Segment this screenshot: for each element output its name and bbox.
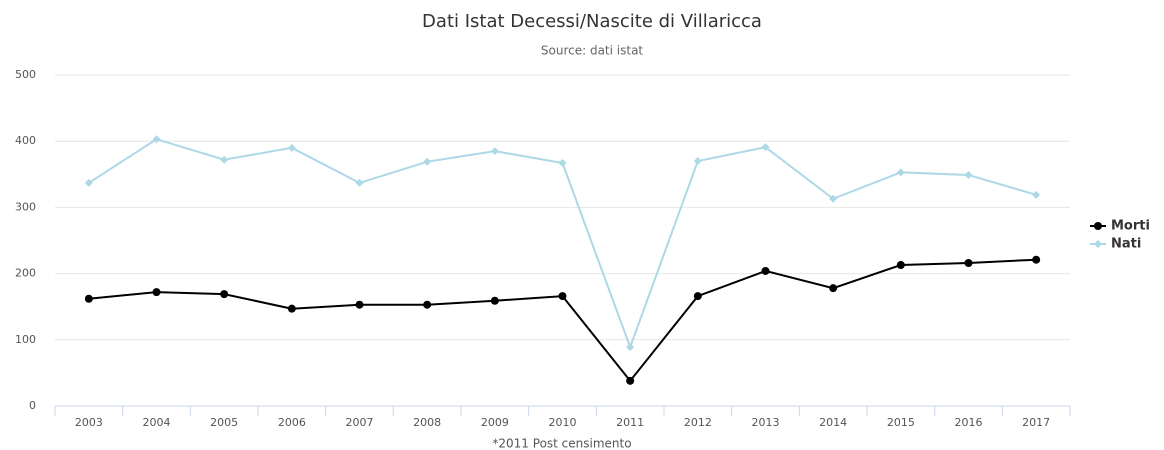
- y-tick-label: 200: [15, 267, 36, 280]
- point: [626, 343, 635, 352]
- point: [84, 294, 93, 303]
- point: [220, 290, 229, 299]
- point: [829, 284, 838, 293]
- point: [220, 155, 229, 164]
- point: [1032, 255, 1041, 264]
- point: [490, 147, 499, 156]
- x-tick-label: 2016: [955, 416, 983, 429]
- y-tick-label: 500: [15, 68, 36, 81]
- x-tick-label: 2017: [1022, 416, 1050, 429]
- point: [152, 288, 161, 297]
- x-tick-label: 2008: [413, 416, 441, 429]
- x-tick-label: 2010: [549, 416, 577, 429]
- point: [964, 259, 973, 268]
- series-line: [88, 138, 1037, 350]
- y-tick-label: 0: [29, 399, 36, 412]
- x-tick-label: 2005: [210, 416, 238, 429]
- point: [558, 292, 567, 301]
- x-tick-label: 2013: [752, 416, 780, 429]
- x-tick-label: 2014: [819, 416, 847, 429]
- point: [896, 168, 905, 177]
- x-tick-label: 2004: [143, 416, 171, 429]
- x-tick-label: 2003: [75, 416, 103, 429]
- point: [490, 296, 499, 305]
- series-line: [88, 258, 1037, 383]
- point: [626, 376, 635, 385]
- point: [287, 304, 296, 313]
- x-axis-label: *2011 Post censimento: [492, 437, 631, 450]
- point: [423, 157, 432, 166]
- point: [693, 292, 702, 301]
- x-tick-label: 2012: [684, 416, 712, 429]
- x-tick-label: 2015: [887, 416, 915, 429]
- point: [1032, 190, 1041, 199]
- point: [84, 178, 93, 187]
- legend-marker: [1094, 240, 1102, 248]
- point: [896, 260, 905, 269]
- legend-label: Morti: [1111, 219, 1150, 234]
- point: [761, 266, 770, 275]
- y-tick-label: 100: [15, 333, 36, 346]
- point: [693, 157, 702, 166]
- chart-subtitle: Source: dati istat: [541, 44, 644, 58]
- y-tick-label: 400: [15, 134, 36, 147]
- legend-marker: [1094, 222, 1102, 230]
- y-tick-label: 300: [15, 200, 36, 213]
- point: [558, 159, 567, 168]
- point: [355, 300, 364, 309]
- point: [287, 143, 296, 152]
- legend-label: Nati: [1111, 237, 1141, 252]
- chart-title: Dati Istat Decessi/Nascite di Villaricca: [422, 11, 762, 32]
- x-tick-label: 2006: [278, 416, 306, 429]
- point: [964, 170, 973, 179]
- point: [355, 178, 364, 187]
- x-tick-label: 2009: [481, 416, 509, 429]
- x-tick-label: 2011: [616, 416, 644, 429]
- x-tick-label: 2007: [346, 416, 374, 429]
- point: [761, 143, 770, 152]
- point: [152, 135, 161, 144]
- point: [829, 194, 838, 203]
- point: [423, 300, 432, 309]
